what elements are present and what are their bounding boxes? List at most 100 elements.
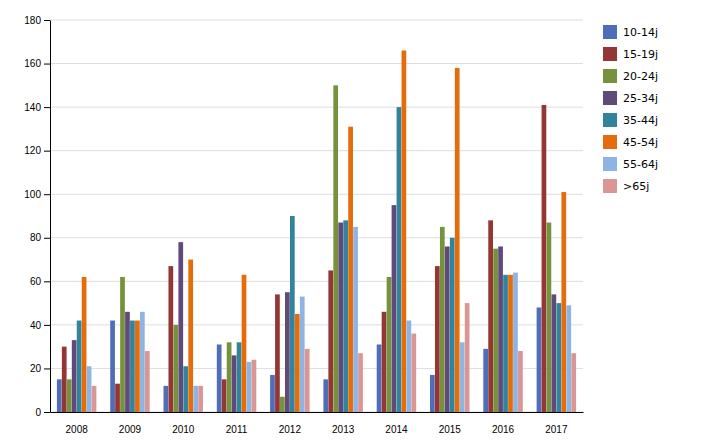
bar	[445, 246, 450, 412]
bar	[323, 379, 328, 412]
y-tick: 0	[35, 407, 50, 418]
grid-line	[50, 150, 583, 151]
bar	[87, 366, 92, 412]
bar	[498, 246, 503, 412]
x-axis-line	[51, 412, 584, 413]
legend-swatch	[603, 113, 617, 127]
y-tick: 40	[30, 320, 50, 331]
bar	[67, 379, 72, 412]
x-tick-label: 2014	[385, 424, 408, 435]
legend-item: 20-24j	[603, 69, 658, 83]
bar	[193, 386, 198, 412]
grid-line	[50, 412, 583, 413]
bar	[242, 275, 247, 412]
x-tick: 2011	[226, 424, 248, 435]
bar	[164, 386, 169, 412]
y-tick-label: 20	[30, 363, 42, 374]
legend-item: >65j	[603, 179, 649, 193]
y-tick-mark	[44, 107, 50, 108]
bar	[338, 223, 343, 412]
x-tick-label: 2011	[226, 424, 248, 435]
bar	[402, 50, 407, 412]
bar-series	[82, 50, 566, 412]
legend-item: 55-64j	[603, 157, 658, 171]
x-tick: 2015	[439, 424, 462, 435]
bar	[120, 277, 125, 412]
y-tick: 120	[24, 145, 50, 156]
bar	[217, 344, 222, 412]
bar	[460, 342, 465, 412]
bar	[328, 270, 333, 412]
bar	[556, 303, 561, 412]
bar	[188, 260, 193, 412]
legend: 10-14j15-19j20-24j25-34j35-44j45-54j55-6…	[603, 25, 658, 193]
bar	[92, 386, 97, 412]
bar	[237, 342, 242, 412]
grid-line	[50, 194, 583, 195]
x-tick: 2017	[545, 424, 568, 435]
bar	[270, 375, 275, 412]
y-tick: 180	[24, 15, 50, 26]
bar	[542, 105, 547, 412]
legend-swatch	[603, 25, 617, 39]
y-axis-line	[50, 21, 51, 413]
grid-line	[50, 63, 583, 64]
bar	[382, 312, 387, 412]
y-tick-mark	[44, 412, 50, 413]
bar	[285, 292, 290, 412]
chart: 0204060801001201401601802008200920102011…	[0, 0, 713, 447]
bar	[178, 242, 183, 412]
bar	[343, 220, 348, 412]
bar	[566, 305, 571, 412]
plot: 0204060801001201401601802008200920102011…	[24, 15, 583, 435]
bar	[571, 353, 576, 412]
legend-label: 35-44j	[623, 114, 658, 127]
bar	[77, 321, 82, 412]
bar-series	[87, 227, 571, 412]
legend-swatch	[603, 91, 617, 105]
y-axis: 020406080100120140160180	[24, 15, 50, 418]
y-tick-mark	[44, 325, 50, 326]
y-tick: 20	[30, 363, 50, 374]
y-tick-label: 0	[35, 407, 41, 418]
bar	[135, 321, 140, 412]
x-tick-label: 2013	[332, 424, 355, 435]
x-tick-label: 2012	[279, 424, 302, 435]
y-tick-mark	[44, 194, 50, 195]
x-tick: 2008	[66, 424, 89, 435]
bar	[290, 216, 295, 412]
x-tick-label: 2015	[439, 424, 462, 435]
bar	[57, 379, 62, 412]
x-tick-label: 2017	[545, 424, 568, 435]
y-tick-label: 120	[24, 145, 41, 156]
bar	[561, 192, 566, 412]
y-tick-mark	[44, 368, 50, 369]
bar	[353, 227, 358, 412]
y-tick: 160	[24, 58, 50, 69]
bar	[140, 312, 145, 412]
y-tick-label: 140	[24, 102, 41, 113]
x-tick-label: 2010	[172, 424, 195, 435]
bar	[280, 397, 285, 412]
y-tick: 100	[24, 189, 50, 200]
legend-label: 20-24j	[623, 70, 658, 83]
legend-swatch	[603, 179, 617, 193]
bar	[173, 325, 178, 412]
x-axis: 2008200920102011201220132014201520162017	[51, 413, 584, 436]
bar	[358, 353, 363, 412]
bar	[125, 312, 130, 412]
x-tick: 2009	[119, 424, 142, 435]
legend-label: 55-64j	[623, 158, 658, 171]
bar	[407, 321, 412, 412]
bar	[430, 375, 435, 412]
grid-line	[50, 20, 583, 21]
bar	[130, 321, 135, 412]
legend-item: 35-44j	[603, 113, 658, 127]
bar	[488, 220, 493, 412]
bar	[440, 227, 445, 412]
x-tick: 2010	[172, 424, 195, 435]
bar	[465, 303, 470, 412]
bar	[493, 249, 498, 412]
y-tick-mark	[44, 281, 50, 282]
y-tick-mark	[44, 238, 50, 239]
